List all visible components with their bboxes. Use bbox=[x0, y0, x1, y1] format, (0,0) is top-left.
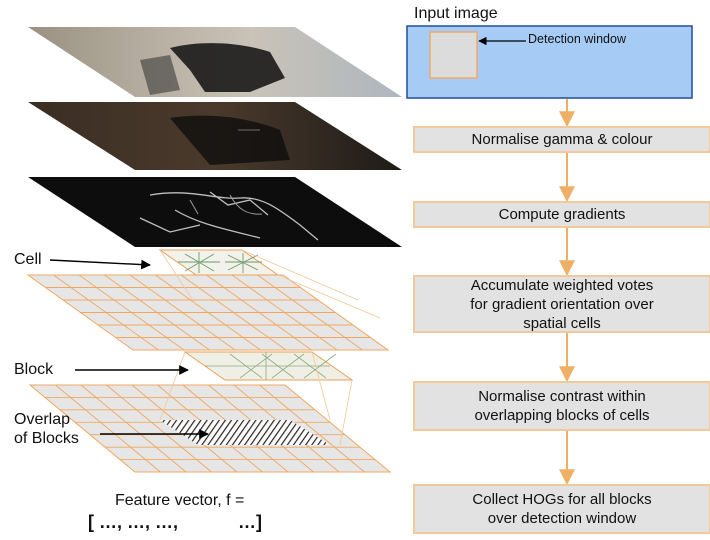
step-normalise-gamma: Normalise gamma & colour bbox=[413, 126, 710, 153]
feature-vector-brackets: [ …, …, …, …] bbox=[88, 512, 263, 532]
gradient-image-layer bbox=[28, 177, 402, 247]
cell-label: Cell bbox=[14, 251, 42, 268]
normalised-image-layer bbox=[28, 102, 402, 170]
block-grid-layer bbox=[28, 384, 392, 473]
block-label: Block bbox=[14, 361, 54, 378]
step-compute-gradients: Compute gradients bbox=[413, 201, 710, 228]
cell-pointer-arrow bbox=[49, 259, 151, 270]
detection-window-label: Detection window bbox=[528, 32, 626, 46]
cell-grid-layer bbox=[26, 274, 390, 351]
detection-window bbox=[429, 31, 478, 79]
step-collect-hogs: Collect HOGs for all blocks over detecti… bbox=[413, 484, 710, 534]
step-accumulate-votes: Accumulate weighted votes for gradient o… bbox=[413, 275, 710, 333]
cell-zoom bbox=[158, 249, 381, 319]
feature-vector-caption: Feature vector, f = bbox=[115, 492, 245, 509]
block-zoom bbox=[159, 351, 354, 446]
overlap-label: Overlap of Blocks bbox=[14, 411, 79, 447]
input-image-layer bbox=[28, 27, 402, 97]
step-normalise-contrast: Normalise contrast within overlapping bl… bbox=[413, 381, 710, 431]
input-image-title: Input image bbox=[414, 5, 498, 22]
